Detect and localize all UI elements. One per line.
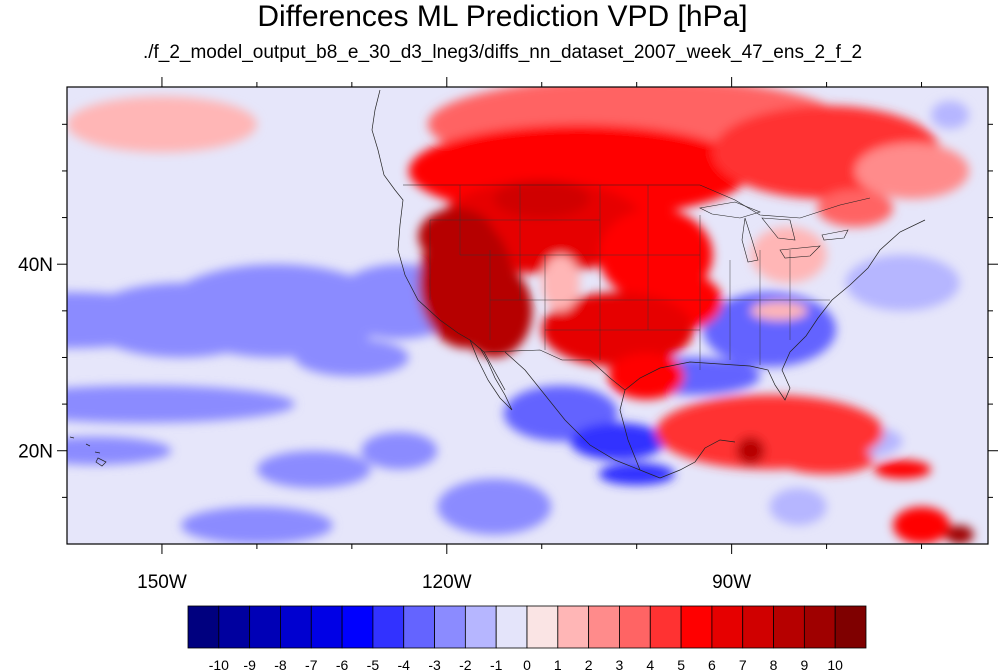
colorbar-swatch (803, 605, 836, 649)
colorbar-label: 8 (770, 657, 778, 672)
colorbar-label: -7 (305, 657, 318, 672)
colorbar-swatch (557, 605, 590, 649)
y-tick-label: 40N (18, 255, 53, 276)
colorbar-swatch (834, 605, 867, 649)
field-region-6 (67, 436, 172, 465)
colorbar-swatch (280, 605, 312, 649)
y-tick-label: 20N (18, 442, 53, 463)
colorbar-swatch (619, 605, 651, 649)
field-region-39 (779, 446, 875, 475)
colorbar-label: -9 (243, 657, 256, 672)
field-region-7 (256, 450, 371, 489)
field-region-8 (361, 432, 438, 470)
x-tick-label: 150W (137, 572, 187, 593)
colorbar-swatch (372, 605, 405, 649)
field-region-9 (180, 506, 333, 544)
plot-frame (66, 86, 989, 545)
field-region-10 (437, 478, 552, 535)
field-region-43 (945, 525, 974, 544)
field-region-17 (769, 488, 827, 526)
great-lakes (699, 201, 849, 263)
colorbar-swatch (434, 605, 466, 649)
colorbar-label: -2 (459, 657, 472, 672)
field-region-25 (817, 189, 894, 227)
colorbar-swatch (680, 605, 713, 649)
colorbar-label: -6 (336, 657, 349, 672)
field-region-18 (931, 100, 970, 129)
colorbar-label: 5 (677, 657, 685, 672)
colorbar-swatch (187, 605, 220, 649)
field-region-19 (845, 254, 960, 311)
colorbar-label: -3 (428, 657, 441, 672)
difference-field (67, 87, 974, 544)
coastlines-and-borders (69, 89, 926, 479)
baja-coastline (469, 339, 513, 411)
gulf-coastline (619, 219, 926, 471)
colorbar-swatch (341, 605, 374, 649)
colorbar-swatch (711, 605, 744, 649)
x-tick-label: 120W (422, 572, 472, 593)
field-region-4 (294, 338, 409, 377)
colorbar-swatch (249, 605, 281, 649)
map-title: Differences ML Prediction VPD [hPa] (257, 0, 748, 33)
axis-ticks: 150W 120W 90W 40N 20N (18, 77, 998, 593)
field-region-30 (541, 292, 694, 367)
field-region-5 (67, 385, 295, 423)
us-canada-border (403, 184, 871, 219)
field-region-20 (67, 96, 257, 153)
colorbar-label: -5 (367, 657, 380, 672)
colorbar-swatch (742, 605, 774, 649)
colorbar-label: -1 (490, 657, 503, 672)
yucatan-coastline (659, 439, 736, 479)
field-region-40 (874, 460, 932, 479)
us-mexico-border (483, 349, 626, 391)
field-region-33 (456, 264, 533, 358)
plot-area: 150W 120W 90W 40N 20N (18, 77, 998, 593)
colorbar-swatch (588, 605, 620, 649)
field-region-29 (494, 180, 590, 218)
colorbar-swatch (526, 605, 559, 649)
field-region-24 (855, 142, 970, 199)
west-coastline (371, 89, 506, 391)
hawaiian-islands (69, 436, 107, 467)
colorbar-label: 6 (708, 657, 716, 672)
colorbar-label: -4 (398, 657, 411, 672)
field-region-37 (750, 301, 808, 321)
field-region-2 (161, 264, 390, 358)
colorbar-label: 0 (523, 657, 531, 672)
colorbar-swatch (495, 605, 528, 649)
colorbar-label: -10 (209, 657, 229, 672)
colorbar-label: 2 (585, 657, 593, 672)
field-region-36 (750, 226, 827, 283)
colorbar-label: 7 (739, 657, 747, 672)
mexico-coastline (504, 351, 661, 479)
colorbar-label: 3 (616, 657, 624, 672)
colorbar-swatch (464, 605, 497, 649)
colorbar-swatch (773, 605, 805, 649)
state-borders (429, 185, 830, 370)
colorbar-label: 1 (554, 657, 562, 672)
colorbar-label: 4 (646, 657, 654, 672)
colorbar: -10 -9 -8 -7 -6 -5 -4 -3 -2 -1 0 1 2 3 4 5 6 7 8 9 10 (187, 605, 867, 672)
map-subtitle: ./f_2_model_output_b8_e_30_d3_lneg3/diff… (142, 42, 863, 63)
field-region-41 (893, 506, 951, 544)
colorbar-swatch (218, 605, 251, 649)
field-region-42 (736, 436, 765, 465)
colorbar-swatch (310, 605, 343, 649)
field-region-35 (541, 254, 580, 311)
x-tick-label: 90W (712, 572, 751, 593)
colorbar-label: -8 (274, 657, 287, 672)
colorbar-swatch (649, 605, 682, 649)
field-region-31 (608, 352, 685, 400)
field-region-15 (598, 462, 675, 486)
colorbar-label: 10 (827, 657, 843, 672)
colorbar-label: 9 (800, 657, 808, 672)
colorbar-swatch (403, 605, 435, 649)
field-region-34 (418, 208, 495, 265)
field-region-14 (570, 422, 666, 461)
